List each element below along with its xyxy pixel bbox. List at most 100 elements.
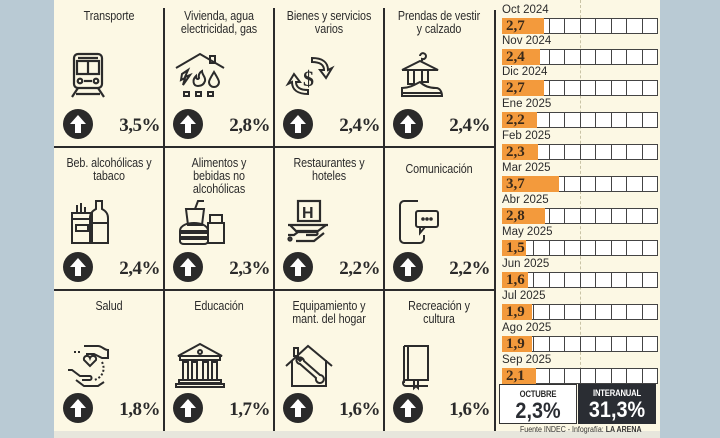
- category-value: 1,6%: [449, 399, 490, 420]
- category-value: 3,5%: [119, 115, 160, 136]
- interannual-label: INTERANUAL: [592, 388, 642, 398]
- month-value: 3,7: [506, 176, 525, 192]
- month-row: Ago 2025 1,9: [502, 322, 658, 353]
- source-credit: Fuente INDEC - Infografía: LA ARENA: [520, 425, 642, 434]
- arrow-up-icon: [63, 109, 93, 139]
- bottom-strip: [54, 431, 660, 438]
- month-value: 1,9: [506, 336, 525, 352]
- month-label: Sep 2025: [502, 354, 552, 366]
- month-row: Nov 2024 2,4: [502, 35, 658, 66]
- october-label: OCTUBRE: [519, 389, 557, 399]
- category-cell-restaurantes: Restaurantes y hoteles H 2,2%: [274, 147, 384, 290]
- category-value: 2,2%: [449, 258, 490, 279]
- month-row: Jul 2025 1,9: [502, 290, 658, 321]
- grid-divider: [383, 8, 385, 431]
- arrow-up-icon: [393, 252, 423, 282]
- month-label: Dic 2024: [502, 66, 548, 78]
- arrow-up-icon: [393, 393, 423, 423]
- category-value: 1,6%: [339, 399, 380, 420]
- month-value: 1,9: [506, 304, 525, 320]
- category-cell-comunicacion: Comunicación 2,2%: [384, 147, 494, 290]
- grid-divider: [54, 289, 494, 291]
- bar-fill: [502, 208, 545, 224]
- category-cell-transporte: Transporte 3,5%: [54, 0, 164, 147]
- bar-track: [502, 112, 658, 128]
- category-value: 2,3%: [229, 258, 270, 279]
- bar-fill: [502, 240, 526, 256]
- grid-divider: [54, 146, 494, 148]
- month-value: 2,3: [506, 144, 525, 160]
- month-row: Abr 2025 2,8: [502, 194, 658, 225]
- month-label: Mar 2025: [502, 162, 551, 174]
- category-title: Alimentos y bebidas no alcohólicas: [191, 156, 247, 196]
- bar-fill: [502, 144, 538, 160]
- month-label: Ene 2025: [502, 98, 552, 110]
- money-exchange-icon: $: [282, 50, 338, 102]
- month-label: Nov 2024: [502, 35, 552, 47]
- bar-fill: [502, 112, 537, 128]
- bar-fill: [502, 272, 528, 288]
- category-value: 1,7%: [229, 399, 270, 420]
- svg-text:H: H: [302, 205, 314, 222]
- month-label: Abr 2025: [502, 194, 549, 206]
- category-title: Beb. alcohólicas y tabaco: [66, 156, 152, 183]
- phone-chat-icon: [392, 197, 448, 249]
- category-value: 2,4%: [339, 115, 380, 136]
- interannual-value: 31,3%: [588, 397, 646, 422]
- arrow-up-icon: [283, 109, 313, 139]
- category-value: 2,8%: [229, 115, 270, 136]
- svg-text:$: $: [303, 66, 314, 91]
- arrow-up-icon: [173, 109, 203, 139]
- month-value: 2,1: [506, 368, 525, 384]
- month-row: Sep 2025 2,1: [502, 354, 658, 385]
- bar-track: [502, 240, 658, 256]
- arrow-up-icon: [393, 109, 423, 139]
- bar-fill: [502, 80, 544, 96]
- month-label: Feb 2025: [502, 130, 551, 142]
- interannual-summary: INTERANUAL 31,3%: [578, 384, 656, 424]
- month-row: Ene 2025 2,2: [502, 98, 658, 129]
- month-row: Oct 2024 2,7: [502, 4, 658, 35]
- category-cell-alcohol: Beb. alcohólicas y tabaco 2,4%: [54, 147, 164, 290]
- bar-fill: [502, 304, 532, 320]
- month-row: Feb 2025 2,3: [502, 130, 658, 161]
- arrow-up-icon: [63, 393, 93, 423]
- hotel-icon: H: [282, 197, 338, 249]
- category-cell-recreacion: Recreación y cultura 1,6%: [384, 290, 494, 431]
- train-icon: [62, 50, 118, 102]
- category-title: Bienes y servicios varios: [286, 9, 372, 36]
- bar-fill: [502, 368, 536, 384]
- category-title: Prendas de vestir y calzado: [397, 9, 481, 36]
- month-row: Dic 2024 2,7: [502, 66, 658, 97]
- month-label: May 2025: [502, 226, 553, 238]
- october-value: 2,3%: [515, 398, 561, 423]
- month-value: 2,8: [506, 208, 525, 224]
- month-value: 2,7: [506, 80, 525, 96]
- category-title: Vivienda, agua electricidad, gas: [180, 9, 258, 36]
- arrow-up-icon: [173, 252, 203, 282]
- month-row: Jun 2025 1,6: [502, 258, 658, 289]
- category-title: Comunicación: [405, 162, 473, 176]
- house-wrench-icon: [282, 340, 338, 392]
- monthly-inflation-chart: Oct 2024 2,7 Nov 2024 2,4 Dic 2024 2,7 E…: [494, 0, 660, 431]
- month-value: 2,4: [506, 49, 525, 65]
- month-value: 2,2: [506, 112, 525, 128]
- bottle-cigarettes-icon: [62, 197, 118, 249]
- arrow-up-icon: [63, 252, 93, 282]
- book-icon: [392, 340, 448, 392]
- month-value: 1,6: [506, 272, 525, 288]
- bar-fill: [502, 336, 532, 352]
- category-grid: Transporte 3,5% Vivienda, agua electrici…: [54, 0, 494, 431]
- category-title: Recreación y cultura: [408, 299, 470, 326]
- bar-fill: [502, 176, 559, 192]
- arrow-up-icon: [283, 393, 313, 423]
- month-label: Jul 2025: [502, 290, 546, 302]
- category-title: Equipamiento y mant. del hogar: [292, 299, 366, 326]
- source-brand: LA ARENA: [605, 425, 642, 434]
- hands-heart-icon: [62, 340, 118, 392]
- food-drink-icon: [172, 197, 228, 249]
- category-cell-vivienda: Vivienda, agua electricidad, gas 2,8%: [164, 0, 274, 147]
- category-cell-prendas: Prendas de vestir y calzado 2,4%: [384, 0, 494, 147]
- clothing-shoe-icon: [392, 50, 448, 102]
- category-cell-equipamiento: Equipamiento y mant. del hogar 1,6%: [274, 290, 384, 431]
